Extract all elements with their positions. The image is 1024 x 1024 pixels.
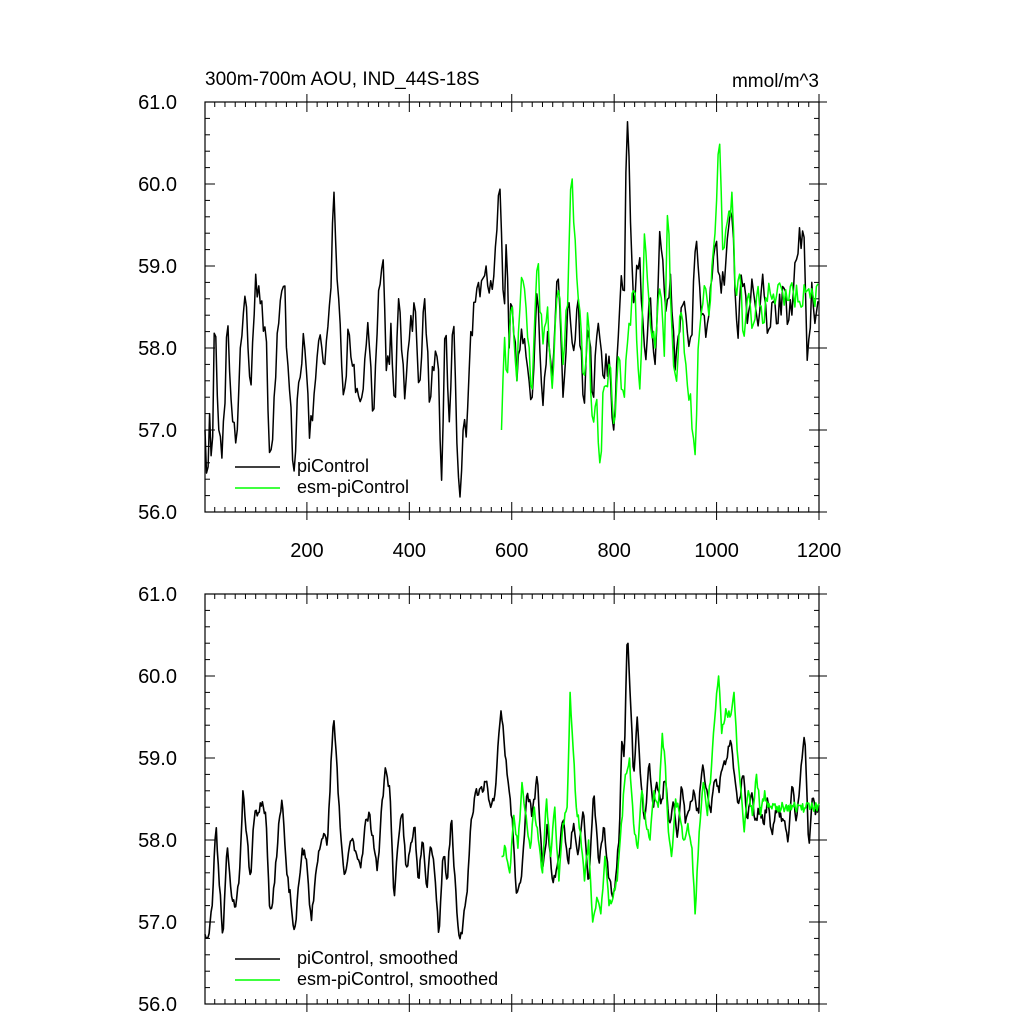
legend-label: piControl, smoothed bbox=[297, 948, 458, 968]
chart-title: 300m-700m AOU, IND_44S-18S bbox=[205, 69, 480, 90]
y-tick-label: 59.0 bbox=[138, 256, 177, 278]
y-tick-label: 57.0 bbox=[138, 420, 177, 442]
y-tick-label: 58.0 bbox=[138, 338, 177, 360]
y-tick-label: 58.0 bbox=[138, 830, 177, 852]
x-tick-label: 1000 bbox=[694, 540, 739, 562]
y-tick-label: 60.0 bbox=[138, 666, 177, 688]
top-panel: 200 400 600 800 1000 1200 56.0 57.0 58.0 59.0 60.0… bbox=[138, 69, 841, 562]
y-tick-label: 61.0 bbox=[138, 92, 177, 114]
series-line-esm-picontrol bbox=[500, 143, 819, 464]
series-line-picontrol bbox=[204, 120, 819, 498]
y-tick-label: 56.0 bbox=[138, 994, 177, 1016]
x-tick-label: 1200 bbox=[797, 540, 842, 562]
series-line-esm-picontrol-smoothed bbox=[501, 675, 820, 923]
legend-label: piControl bbox=[297, 456, 369, 476]
x-tick-label: 800 bbox=[597, 540, 630, 562]
x-tick-label: 400 bbox=[393, 540, 426, 562]
y-tick-label: 59.0 bbox=[138, 748, 177, 770]
units-label: mmol/m^3 bbox=[732, 71, 819, 92]
x-tick-label: 600 bbox=[495, 540, 528, 562]
y-tick-label: 56.0 bbox=[138, 502, 177, 524]
legend-label: esm-piControl bbox=[297, 477, 409, 497]
y-tick-label: 61.0 bbox=[138, 584, 177, 606]
series-line-picontrol-smoothed bbox=[204, 642, 820, 940]
x-tick-label: 200 bbox=[290, 540, 323, 562]
plot-frame bbox=[204, 593, 820, 1005]
bottom-panel: 56.0 57.0 58.0 59.0 60.0 61.0 piControl, smoot… bbox=[138, 584, 827, 1016]
y-tick-label: 60.0 bbox=[138, 174, 177, 196]
legend-label: esm-piControl, smoothed bbox=[297, 969, 498, 989]
y-tick-label: 57.0 bbox=[138, 912, 177, 934]
